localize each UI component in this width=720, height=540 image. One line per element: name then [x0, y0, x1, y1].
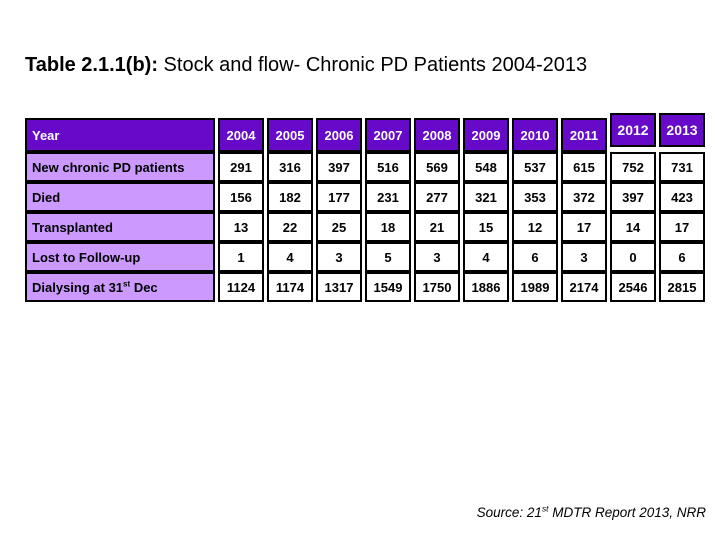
- row-label-died: Died: [25, 182, 215, 212]
- header-cell-year: Year: [25, 118, 215, 152]
- table-cell: 1174: [267, 272, 313, 302]
- table-cell: 182: [267, 182, 313, 212]
- table-cell: 1124: [218, 272, 264, 302]
- table-cell: 3: [316, 242, 362, 272]
- table-cell: 0: [610, 242, 656, 272]
- table-row-dialysing-at-31st-dec: Dialysing at 31st Dec 1124 1174 1317 154…: [25, 272, 705, 302]
- header-cell-2009: 2009: [463, 118, 509, 152]
- table-cell: 15: [463, 212, 509, 242]
- header-cell-2004: 2004: [218, 118, 264, 152]
- table-cell: 1750: [414, 272, 460, 302]
- header-cell-2007: 2007: [365, 118, 411, 152]
- table-cell: 1317: [316, 272, 362, 302]
- header-cell-2012: 2012: [610, 113, 656, 147]
- table-cell: 752: [610, 152, 656, 182]
- source-text: Source: 21: [476, 505, 542, 520]
- source-text: MDTR Report 2013, NRR: [548, 505, 706, 520]
- table-cell: 569: [414, 152, 460, 182]
- header-cell-2006: 2006: [316, 118, 362, 152]
- table-cell: 397: [610, 182, 656, 212]
- table-cell: 615: [561, 152, 607, 182]
- table-cell: 353: [512, 182, 558, 212]
- page-title: Table 2.1.1(b): Stock and flow- Chronic …: [25, 54, 587, 77]
- page-title-prefix: Table 2.1.1(b):: [25, 54, 158, 76]
- row-label-new-chronic-pd-patients: New chronic PD patients: [25, 152, 215, 182]
- row-label-dialysing-at-31st-dec: Dialysing at 31st Dec: [25, 272, 215, 302]
- row-label-lost-to-follow-up: Lost to Follow-up: [25, 242, 215, 272]
- table-cell: 17: [659, 212, 705, 242]
- table-cell: 13: [218, 212, 264, 242]
- table-cell: 537: [512, 152, 558, 182]
- table-cell: 4: [463, 242, 509, 272]
- table-cell: 291: [218, 152, 264, 182]
- row-label-text: Dec: [130, 279, 158, 295]
- table-cell: 731: [659, 152, 705, 182]
- table-cell: 397: [316, 152, 362, 182]
- table-cell: 6: [659, 242, 705, 272]
- pd-patients-table: Year 2004 2005 2006 2007 2008 2009 2010 …: [22, 113, 708, 302]
- table-cell: 548: [463, 152, 509, 182]
- table-cell: 316: [267, 152, 313, 182]
- row-label-superscript: st: [123, 279, 131, 289]
- table-cell: 5: [365, 242, 411, 272]
- table-row-lost-to-follow-up: Lost to Follow-up 1 4 3 5 3 4 6 3 0 6: [25, 242, 705, 272]
- header-cell-2013: 2013: [659, 113, 705, 147]
- table-cell: 22: [267, 212, 313, 242]
- table-cell: 21: [414, 212, 460, 242]
- table-cell: 156: [218, 182, 264, 212]
- table-cell: 1549: [365, 272, 411, 302]
- table-row-transplanted: Transplanted 13 22 25 18 21 15 12 17 14 …: [25, 212, 705, 242]
- table-cell: 17: [561, 212, 607, 242]
- table-cell: 3: [414, 242, 460, 272]
- header-cell-2005: 2005: [267, 118, 313, 152]
- header-cell-2011: 2011: [561, 118, 607, 152]
- table-cell: 423: [659, 182, 705, 212]
- table-cell: 1: [218, 242, 264, 272]
- table-cell: 18: [365, 212, 411, 242]
- table-cell: 1989: [512, 272, 558, 302]
- table-cell: 12: [512, 212, 558, 242]
- row-label-text: Dialysing at 31: [32, 279, 124, 295]
- page-title-rest: Stock and flow- Chronic PD Patients 2004…: [158, 54, 588, 76]
- source-superscript: st: [541, 503, 549, 514]
- table-cell: 1886: [463, 272, 509, 302]
- table-cell: 372: [561, 182, 607, 212]
- table-cell: 14: [610, 212, 656, 242]
- table-row-died: Died 156 182 177 231 277 321 353 372 397…: [25, 182, 705, 212]
- table-cell: 6: [512, 242, 558, 272]
- table-cell: 2546: [610, 272, 656, 302]
- table-cell: 277: [414, 182, 460, 212]
- source-note: Source: 21st MDTR Report 2013, NRR: [476, 503, 706, 520]
- table-cell: 516: [365, 152, 411, 182]
- table-cell: 231: [365, 182, 411, 212]
- row-label-transplanted: Transplanted: [25, 212, 215, 242]
- table-cell: 25: [316, 212, 362, 242]
- header-cell-2010: 2010: [512, 118, 558, 152]
- table-cell: 2174: [561, 272, 607, 302]
- table-cell: 4: [267, 242, 313, 272]
- table-cell: 2815: [659, 272, 705, 302]
- table-row-new-chronic-pd-patients: New chronic PD patients 291 316 397 516 …: [25, 152, 705, 182]
- table-header-row: Year 2004 2005 2006 2007 2008 2009 2010 …: [25, 113, 705, 152]
- table-cell: 321: [463, 182, 509, 212]
- header-cell-2008: 2008: [414, 118, 460, 152]
- table-cell: 3: [561, 242, 607, 272]
- table-cell: 177: [316, 182, 362, 212]
